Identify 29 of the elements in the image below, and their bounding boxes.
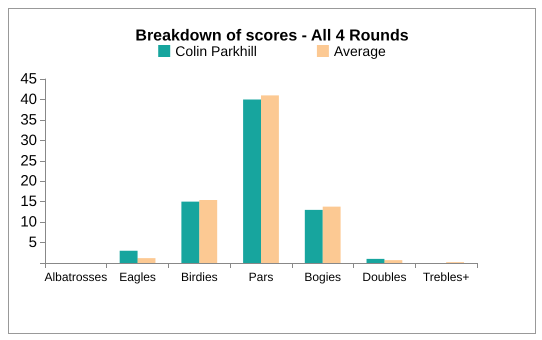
y-tick-label: 15: [20, 193, 37, 210]
x-tick-label: Bogies: [304, 270, 342, 284]
bar: [261, 95, 279, 263]
y-tick-label: 40: [20, 90, 37, 108]
bar: [322, 206, 341, 263]
bar: [181, 202, 200, 263]
y-tick-label: 30: [20, 132, 37, 149]
bar: [384, 260, 402, 263]
y-tick-label: 10: [20, 214, 37, 231]
bar: [199, 200, 218, 263]
x-tick-label: Doubles: [362, 270, 406, 284]
y-tick-label: 25: [20, 152, 37, 170]
x-tick-label: Eagles: [119, 270, 156, 284]
y-tick-label: 20: [20, 172, 37, 190]
y-tick-label: 35: [20, 111, 37, 128]
bar: [138, 258, 156, 263]
legend-label: Colin Parkhill: [175, 43, 257, 59]
x-tick-label: Albatrosses: [44, 270, 108, 284]
y-tick-label: 45: [20, 70, 37, 88]
y-tick-label: 5: [28, 234, 37, 252]
bar: [243, 99, 261, 263]
chart-title: Breakdown of scores - All 4 Rounds: [135, 28, 409, 44]
bar: [366, 258, 384, 263]
x-tick-label: Birdies: [180, 270, 218, 284]
legend-label: Average: [334, 43, 386, 59]
x-tick-label: Trebles+: [422, 270, 470, 284]
bar: [304, 210, 323, 263]
x-tick-label: Pars: [248, 270, 274, 284]
bar: [120, 250, 138, 263]
